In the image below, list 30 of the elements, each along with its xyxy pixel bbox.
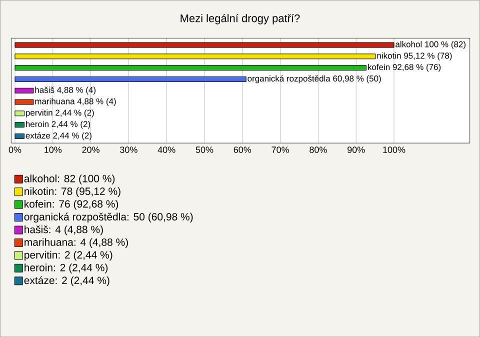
legend-label: heroin: 2 (2,44 %)	[24, 264, 108, 274]
legend-label: alkohol: 82 (100 %)	[24, 174, 115, 184]
x-tick-label: 80%	[310, 146, 327, 153]
data-label: heroin 2,44 % (2)	[26, 120, 90, 129]
x-tick-label: 100%	[383, 146, 406, 153]
data-label: pervitin 2,44 % (2)	[26, 109, 94, 118]
chart-title: Mezi legální drogy patří?	[180, 14, 300, 24]
legend-label: hašiš: 4 (4,88 %)	[24, 225, 103, 236]
data-label: hašiš 4,88 % (4)	[35, 86, 96, 95]
legend-label: pervitin: 2 (2,44 %)	[24, 250, 112, 261]
data-label: extáze 2,44 % (2)	[26, 132, 92, 140]
data-label: organická rozpoštědla 60,98 % (50)	[248, 75, 381, 84]
legend-label: nikotin: 78 (95,12 %)	[24, 187, 120, 198]
data-label: alkohol 100 % (82)	[396, 41, 466, 49]
legend-label: extáze: 2 (2,44 %)	[24, 276, 110, 286]
x-tick-label: 50%	[196, 146, 214, 153]
legend-label: organická rozpoštědla: 50 (60,98 %)	[24, 212, 193, 223]
x-tick-label: 30%	[120, 146, 138, 153]
data-label: nikotin 95,12 % (78)	[377, 52, 452, 60]
data-label: marihuana 4,88 % (4)	[35, 98, 116, 106]
x-tick-label: 20%	[82, 146, 100, 153]
legend-label: kofein: 76 (92,68 %)	[24, 200, 118, 210]
x-tick-label: 0%	[8, 146, 22, 153]
x-tick-label: 40%	[158, 146, 176, 153]
x-tick-label: 70%	[272, 146, 289, 153]
data-label: kofein 92,68 % (76)	[368, 64, 441, 72]
x-tick-label: 10%	[44, 146, 62, 153]
legend-label: marihuana: 4 (4,88 %)	[24, 238, 128, 248]
x-tick-label: 90%	[348, 146, 365, 153]
x-tick-label: 60%	[234, 146, 252, 153]
